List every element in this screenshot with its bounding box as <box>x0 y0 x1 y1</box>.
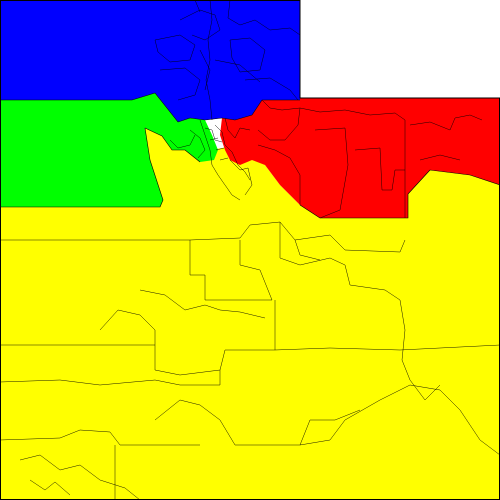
border-north-west <box>0 92 206 123</box>
region-south <box>0 125 500 500</box>
south-subdivisions <box>0 221 500 500</box>
east-subdivisions <box>257 99 483 219</box>
region-east <box>220 98 500 218</box>
central-subdivisions <box>169 117 253 201</box>
north-subdivisions <box>154 0 301 121</box>
border-north-east <box>204 99 300 121</box>
border-west-south <box>0 127 201 208</box>
region-north <box>0 0 300 122</box>
region-west <box>0 93 218 207</box>
